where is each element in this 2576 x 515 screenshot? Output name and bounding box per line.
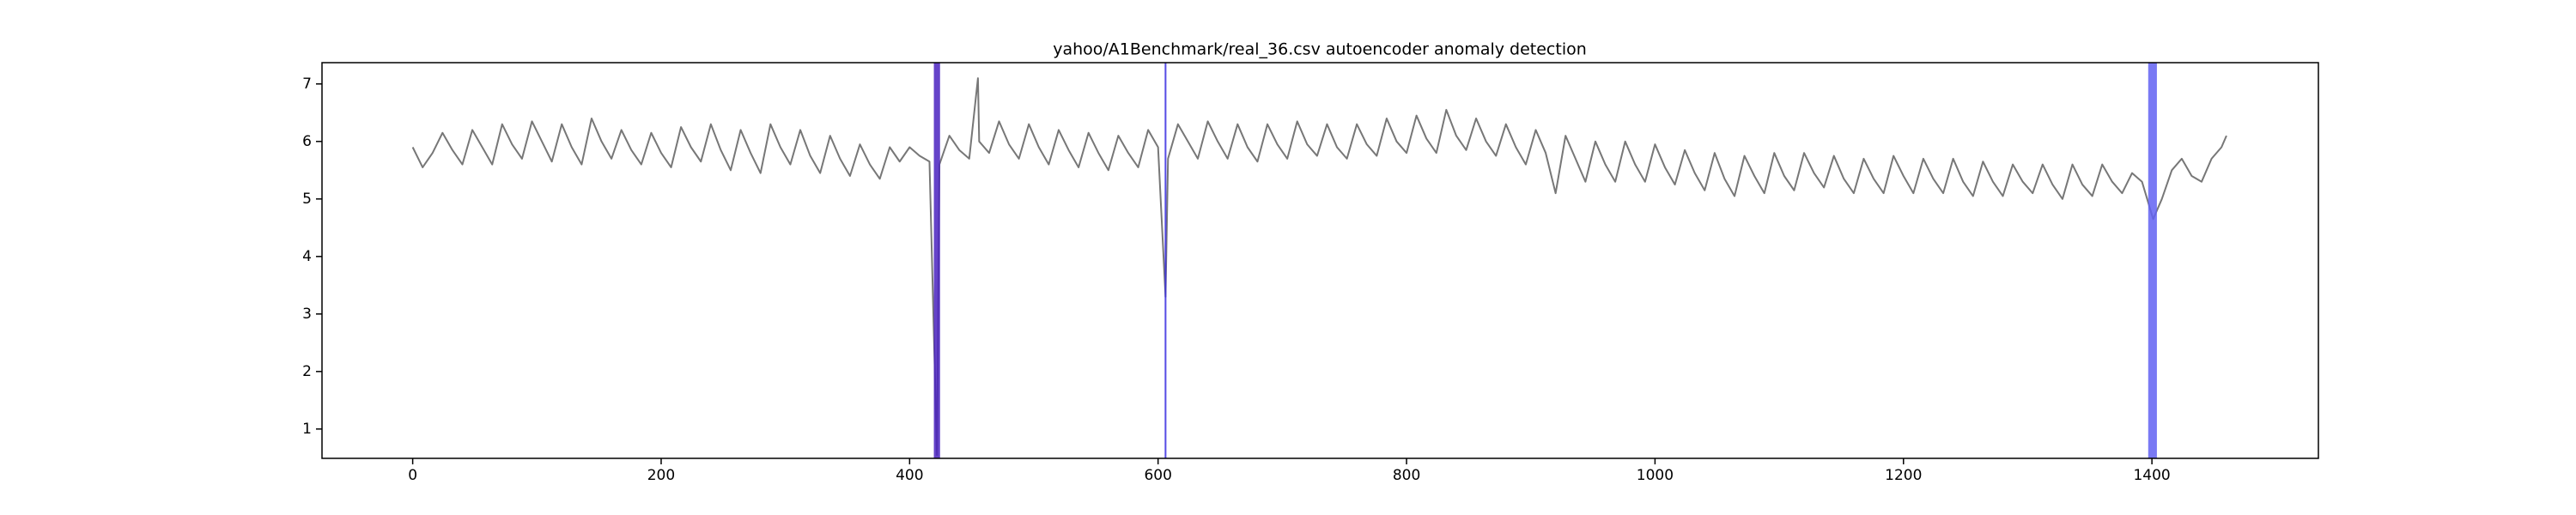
data-line [411,77,2227,456]
y-tick-label: 6 [302,133,312,150]
x-tick-label: 800 [1393,467,1420,484]
y-tick-label: 1 [302,421,312,438]
anomaly-span [2148,63,2157,458]
y-tick-label: 5 [302,191,312,208]
anomaly-span [1164,63,1167,458]
y-tick-label: 2 [302,363,312,380]
x-tick-label: 1400 [2133,467,2170,484]
plot-frame [321,62,2319,459]
chart-title: yahoo/A1Benchmark/real_36.csv autoencode… [1053,40,1587,59]
y-tick-label: 3 [302,306,312,323]
x-tick-label: 400 [896,467,923,484]
x-tick-label: 0 [408,467,417,484]
x-tick-label: 200 [647,467,675,484]
y-tick-label: 4 [302,248,312,265]
x-tick-label: 1200 [1885,467,1922,484]
y-tick-label: 7 [302,76,312,93]
anomaly-span [933,63,940,458]
x-tick-label: 1000 [1637,467,1674,484]
x-tick-label: 600 [1144,467,1171,484]
